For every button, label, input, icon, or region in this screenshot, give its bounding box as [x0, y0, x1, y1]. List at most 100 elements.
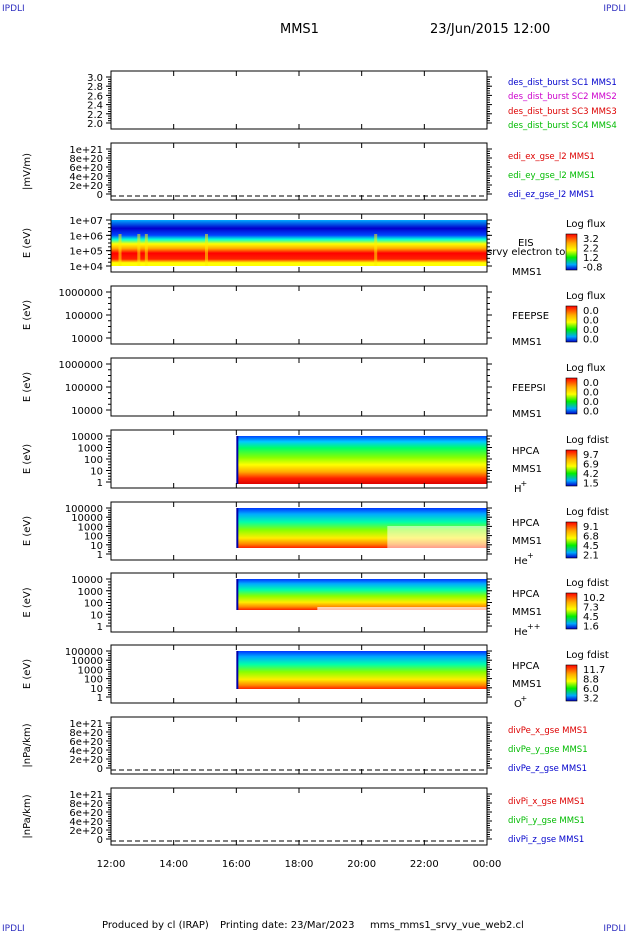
colorbar-tick-label: 10.2: [583, 593, 605, 604]
produced-by: Produced by cl (IRAP): [102, 920, 209, 931]
colorbar-tick-label: 0.0: [583, 407, 599, 418]
colorbar-tick-label: -0.8: [583, 263, 603, 274]
legend-entry: divPi_y_gse MMS1: [508, 816, 585, 826]
y-tick-label: 1e+21: [69, 145, 103, 156]
y-axis-label: E (eV): [22, 659, 33, 689]
colorbar-title: Log fdist: [566, 435, 609, 446]
side-label: MMS1: [512, 337, 542, 348]
colorbar-tick-label: 4.5: [583, 612, 599, 623]
y-tick-label: 1: [97, 693, 103, 704]
legend-entry: des_dist_burst SC4 MMS4: [508, 121, 617, 131]
y-tick-label: 100000: [65, 383, 103, 394]
side-label: HPCA: [512, 446, 540, 457]
species-charge: ++: [527, 622, 540, 631]
colorbar-tick-label: 1.2: [583, 253, 599, 264]
y-tick-label: 3.0: [87, 73, 103, 84]
panel-frame: [110, 285, 488, 345]
side-label: MMS1: [512, 464, 542, 475]
y-tick-label: 1e+05: [69, 247, 103, 258]
y-axis-label: E (eV): [22, 372, 33, 402]
y-tick-label: 2e+20: [69, 181, 103, 192]
y-tick-label: 10000: [71, 513, 103, 524]
species-label: He: [514, 627, 528, 638]
y-tick-label: 100: [84, 675, 103, 686]
y-tick-label: 10000: [71, 406, 103, 417]
y-tick-label: 1e+21: [69, 719, 103, 730]
side-label: EIS: [518, 238, 534, 249]
colorbar-title: Log fdist: [566, 578, 609, 589]
corner-label-bottom-left: IPDLI: [2, 924, 25, 934]
spectrogram-streak: [205, 234, 208, 266]
corner-label-top-right: IPDLI: [603, 4, 626, 14]
y-tick-label: 1e+21: [69, 790, 103, 801]
y-tick-label: 10000: [71, 656, 103, 667]
side-label: HPCA: [512, 589, 540, 600]
colorbar-tick-label: 6.9: [583, 460, 599, 471]
y-axis-label: E (eV): [22, 300, 33, 330]
colorbar: [565, 521, 578, 559]
species-label: He: [514, 556, 528, 567]
y-tick-label: 1000: [78, 665, 103, 676]
y-axis-label: E (eV): [22, 587, 33, 617]
colorbar-tick-label: 8.8: [583, 675, 599, 686]
colorbar-tick-label: 11.7: [583, 665, 605, 676]
y-axis-label: E (eV): [22, 228, 33, 258]
hpca-spectrogram: [237, 436, 487, 484]
y-axis-label: |mV/m): [22, 153, 33, 190]
y-tick-label: 8e+20: [69, 728, 103, 739]
y-tick-label: 1000000: [58, 288, 103, 299]
y-tick-label: 100: [84, 532, 103, 543]
colorbar-tick-label: 9.1: [583, 522, 599, 533]
y-tick-label: 100000: [65, 504, 103, 515]
side-label: MMS1: [512, 536, 542, 547]
colorbar: [565, 592, 578, 630]
colorbar: [565, 377, 578, 415]
legend-entry: des_dist_burst SC2 MMS2: [508, 92, 617, 102]
colorbar-tick-label: 2.2: [583, 244, 599, 255]
colorbar-tick-label: 0.0: [583, 306, 599, 317]
panel-frame: [110, 357, 488, 417]
eis-spectrogram: [111, 220, 487, 266]
colorbar-tick-label: 0.0: [583, 335, 599, 346]
colorbar: [565, 305, 578, 343]
colorbar-tick-label: 0.0: [583, 316, 599, 327]
colorbar-tick-label: 0.0: [583, 378, 599, 389]
y-tick-label: 8e+20: [69, 799, 103, 810]
y-tick-label: 10: [90, 467, 103, 478]
colorbar: [565, 664, 578, 702]
x-tick-label: 12:00: [97, 859, 126, 870]
species-charge: +: [521, 694, 528, 703]
y-tick-label: 2.8: [87, 82, 103, 93]
colorbar-tick-label: 9.7: [583, 450, 599, 461]
y-tick-label: 1: [97, 550, 103, 561]
y-tick-label: 4e+20: [69, 817, 103, 828]
side-label: FEEPSE: [512, 311, 549, 322]
x-tick-label: 20:00: [347, 859, 376, 870]
y-tick-label: 2e+20: [69, 755, 103, 766]
y-tick-label: 2.2: [87, 110, 103, 121]
mission-title: MMS1: [280, 22, 319, 37]
y-tick-label: 1e+06: [69, 231, 103, 242]
y-tick-label: 10000: [71, 575, 103, 586]
y-tick-label: 2.0: [87, 119, 103, 130]
y-tick-label: 0: [97, 835, 103, 846]
y-tick-label: 100000: [65, 311, 103, 322]
species-charge: +: [527, 551, 534, 560]
colorbar-tick-label: 1.5: [583, 479, 599, 490]
panel-frame: [110, 716, 488, 775]
legend-entry: divPe_x_gse MMS1: [508, 726, 588, 736]
y-tick-label: 10: [90, 541, 103, 552]
y-tick-label: 6e+20: [69, 163, 103, 174]
side-label: MMS1: [512, 607, 542, 618]
legend-entry: divPi_z_gse MMS1: [508, 835, 584, 845]
legend-entry: des_dist_burst SC1 MMS1: [508, 78, 617, 88]
printing-date: Printing date: 23/Mar/2023: [220, 920, 355, 931]
y-tick-label: 100: [84, 599, 103, 610]
colorbar-title: Log flux: [566, 363, 606, 374]
y-tick-label: 4e+20: [69, 172, 103, 183]
y-axis-label: |nPa/km): [22, 723, 33, 767]
legend-entry: edi_ey_gse_l2 MMS1: [508, 171, 595, 181]
panel-frame: [110, 70, 488, 130]
y-tick-label: 1000000: [58, 360, 103, 371]
y-tick-label: 1000: [78, 522, 103, 533]
